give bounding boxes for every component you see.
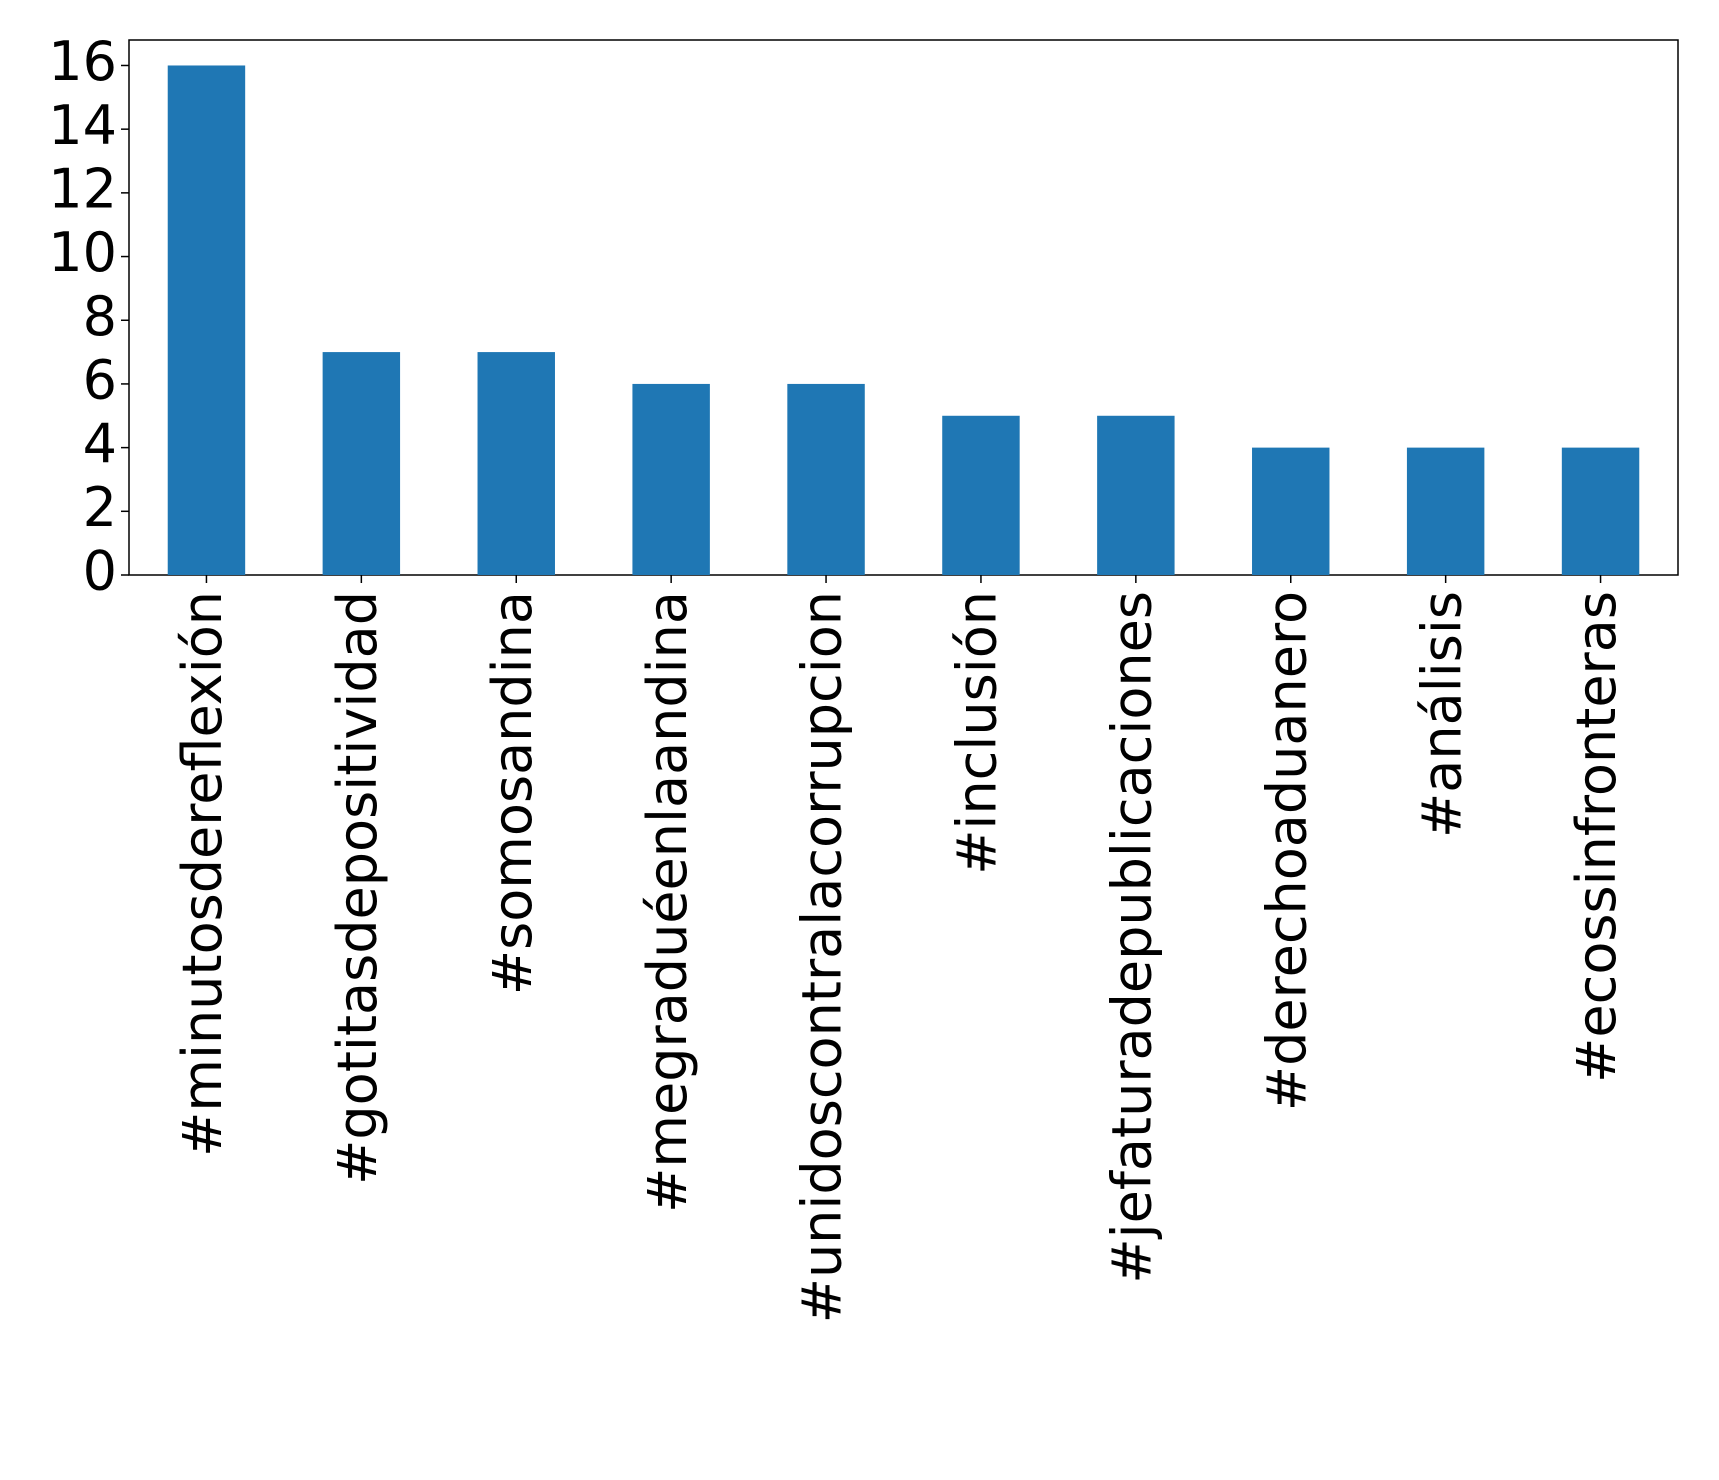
x-tick-label: #megraduéenlaandina: [636, 591, 699, 1213]
bar: [1097, 415, 1175, 575]
x-tick-label: #derechoaduanero: [1255, 591, 1318, 1111]
bar: [1561, 447, 1640, 575]
x-tick-label: #unidoscontralacorrupcion: [791, 591, 854, 1323]
x-tick-label: #ecossinfronteras: [1565, 591, 1628, 1083]
bar: [167, 65, 246, 575]
bar: [787, 383, 865, 575]
x-tick-label: #jefaturadepublicaciones: [1100, 591, 1163, 1284]
bar: [1406, 447, 1485, 575]
bar: [477, 352, 555, 575]
y-tick-label: 12: [48, 157, 117, 220]
bar: [322, 352, 401, 575]
y-tick-label: 0: [83, 540, 117, 603]
x-tick-label: #análisis: [1410, 591, 1473, 838]
x-tick-label: #minutosdereflexión: [171, 591, 234, 1157]
y-tick-label: 4: [83, 412, 117, 475]
bar: [1252, 447, 1330, 575]
bar: [942, 415, 1020, 575]
x-tick-label: #gotitasdepositividad: [326, 591, 389, 1185]
y-tick-label: 16: [48, 30, 117, 93]
y-tick-label: 6: [83, 349, 117, 412]
y-tick-label: 10: [48, 221, 117, 284]
y-tick-label: 2: [83, 476, 117, 539]
axes-frame: [128, 39, 1679, 576]
x-tick-label: #inclusión: [946, 591, 1009, 875]
x-tick-label: #somosandina: [481, 591, 544, 995]
bar: [632, 383, 710, 575]
y-tick-label: 14: [48, 94, 117, 157]
y-tick-label: 8: [83, 285, 117, 348]
